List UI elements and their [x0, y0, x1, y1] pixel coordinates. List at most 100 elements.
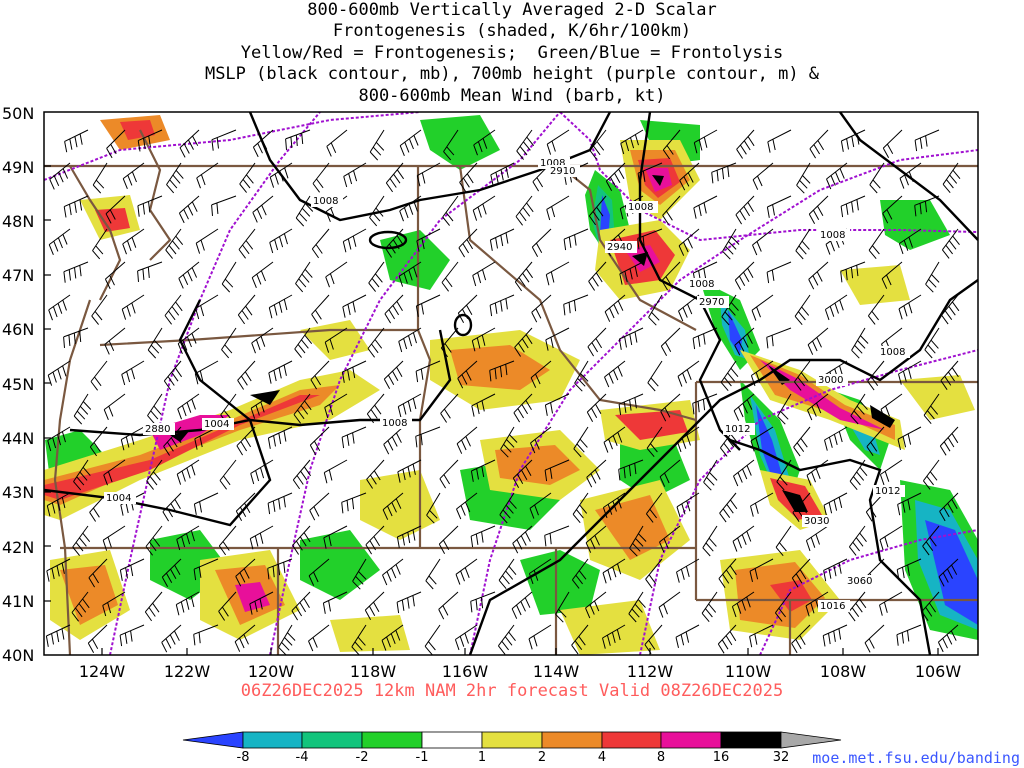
wind-barb — [808, 195, 829, 224]
wind-barb — [736, 129, 755, 159]
chart-title: 800-600mb Vertically Averaged 2-D Scalar… — [0, 0, 1024, 107]
wind-barb — [221, 261, 237, 293]
wind-barb — [177, 327, 200, 354]
wind-barb — [369, 195, 385, 227]
colorbar-swatch — [361, 731, 423, 749]
wind-barb — [137, 129, 163, 152]
wind-barb — [661, 261, 681, 291]
wind-barb — [122, 228, 145, 255]
wind-barb — [470, 525, 496, 548]
wind-barb — [106, 129, 126, 159]
wind-barb — [458, 228, 478, 258]
wind-barb — [498, 624, 516, 655]
wind-barb — [426, 492, 441, 524]
wind-barb — [311, 294, 330, 324]
wind-barb — [498, 558, 517, 590]
wind-barb — [719, 492, 738, 523]
wind-barb — [791, 624, 811, 654]
wind-barb — [840, 195, 866, 218]
wind-barb — [571, 624, 589, 655]
wind-barb — [605, 162, 626, 191]
wind-barb — [308, 624, 330, 652]
wind-barb — [399, 129, 422, 156]
wind-barb — [880, 393, 903, 420]
wind-barb — [840, 261, 866, 283]
wind-barb — [555, 591, 570, 623]
wind-barb — [603, 426, 626, 453]
lat-label: 44N — [2, 429, 34, 448]
wind-barb — [47, 426, 71, 452]
wind-barb — [269, 228, 293, 254]
wind-barb — [438, 525, 459, 554]
wind-barb — [368, 261, 385, 292]
wind-barb — [147, 327, 163, 359]
wind-barb — [766, 327, 792, 349]
wind-barb — [711, 162, 737, 184]
wind-barb — [848, 591, 867, 622]
wind-barb — [512, 525, 533, 554]
wind-barb — [751, 294, 774, 321]
wind-barb — [515, 195, 534, 226]
wind-barb — [251, 261, 274, 288]
wind-barb — [898, 360, 922, 385]
wind-barb — [121, 360, 145, 386]
wind-barb — [415, 360, 441, 383]
wind-barb — [193, 624, 219, 646]
wind-barb — [473, 129, 496, 156]
wind-barb — [717, 624, 737, 654]
wind-barb — [750, 492, 774, 517]
wind-barb — [472, 195, 496, 221]
colorbar-tick: -1 — [416, 750, 429, 765]
wind-barb — [295, 261, 313, 293]
wind-barb — [572, 558, 589, 589]
wind-barb — [530, 360, 552, 388]
wind-barb — [385, 228, 404, 258]
wind-barb — [195, 228, 219, 254]
wind-barb — [823, 492, 848, 517]
wind-barb — [366, 393, 385, 424]
wind-barb — [546, 195, 570, 221]
wind-barb — [677, 360, 700, 387]
wind-barb — [218, 525, 237, 556]
colorbar-swatch — [660, 731, 722, 749]
wind-barb — [48, 294, 71, 321]
lat-label: 49N — [2, 158, 34, 177]
wind-barb — [676, 492, 700, 518]
lat-label: 46N — [2, 320, 34, 339]
wind-barb — [365, 525, 385, 555]
wind-barb — [648, 294, 663, 326]
wind-barb — [235, 492, 256, 521]
wind-barbs — [45, 129, 961, 655]
wind-barb — [658, 591, 681, 618]
lon-label: 112W — [627, 662, 674, 681]
wind-barb — [278, 624, 296, 655]
wind-barb — [602, 558, 626, 584]
wind-barb — [45, 624, 71, 647]
wind-barb — [942, 228, 960, 259]
wind-barb — [629, 525, 647, 557]
lon-label: 108W — [820, 662, 867, 681]
wind-barb — [826, 162, 848, 190]
wind-barb — [397, 393, 422, 418]
colorbar-tick: 32 — [773, 750, 790, 765]
mslp-label: 1008 — [628, 202, 653, 213]
wind-barb — [924, 327, 940, 359]
wind-barb — [882, 195, 903, 224]
latitude-axis: 50N 49N 48N 47N 46N 45N 44N 43N 42N 41N … — [2, 104, 51, 665]
colorbar-swatch — [301, 731, 363, 749]
wind-barb — [618, 459, 644, 481]
wind-barb — [471, 393, 496, 417]
wind-barb — [396, 525, 422, 548]
lon-label: 116W — [442, 662, 489, 681]
wind-barb — [73, 393, 92, 425]
wind-barb — [455, 558, 478, 585]
height-label: 3060 — [847, 576, 872, 587]
wind-barb — [48, 228, 71, 255]
wind-barb — [660, 327, 681, 356]
wind-barb — [382, 492, 404, 520]
wind-barb — [324, 327, 348, 353]
wind-barb — [531, 228, 552, 257]
source-url[interactable]: moe.met.fsu.edu/banding — [812, 749, 1020, 767]
wind-barb — [809, 129, 829, 159]
